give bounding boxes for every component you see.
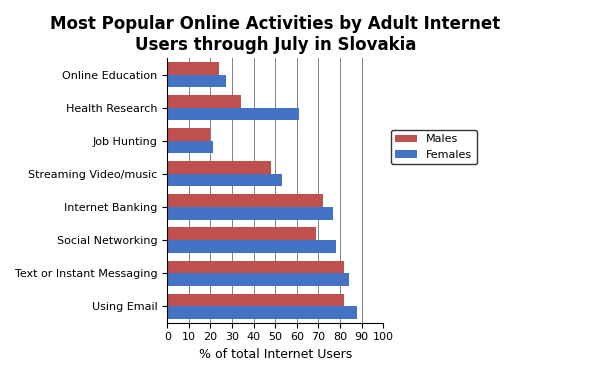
Bar: [168, 108, 299, 120]
Bar: [168, 227, 316, 240]
Bar: [168, 207, 333, 220]
Bar: [168, 194, 323, 207]
Bar: [168, 306, 357, 319]
Title: Most Popular Online Activities by Adult Internet
Users through July in Slovakia: Most Popular Online Activities by Adult …: [50, 15, 500, 54]
Bar: [168, 240, 336, 253]
Bar: [168, 273, 349, 286]
Legend: Males, Females: Males, Females: [391, 130, 477, 164]
Bar: [168, 141, 213, 153]
Bar: [168, 174, 282, 186]
Bar: [168, 161, 271, 174]
Bar: [168, 261, 344, 273]
Bar: [168, 75, 226, 87]
X-axis label: % of total Internet Users: % of total Internet Users: [198, 348, 352, 361]
Bar: [168, 128, 210, 141]
Bar: [168, 62, 219, 75]
Bar: [168, 95, 241, 108]
Bar: [168, 294, 344, 306]
